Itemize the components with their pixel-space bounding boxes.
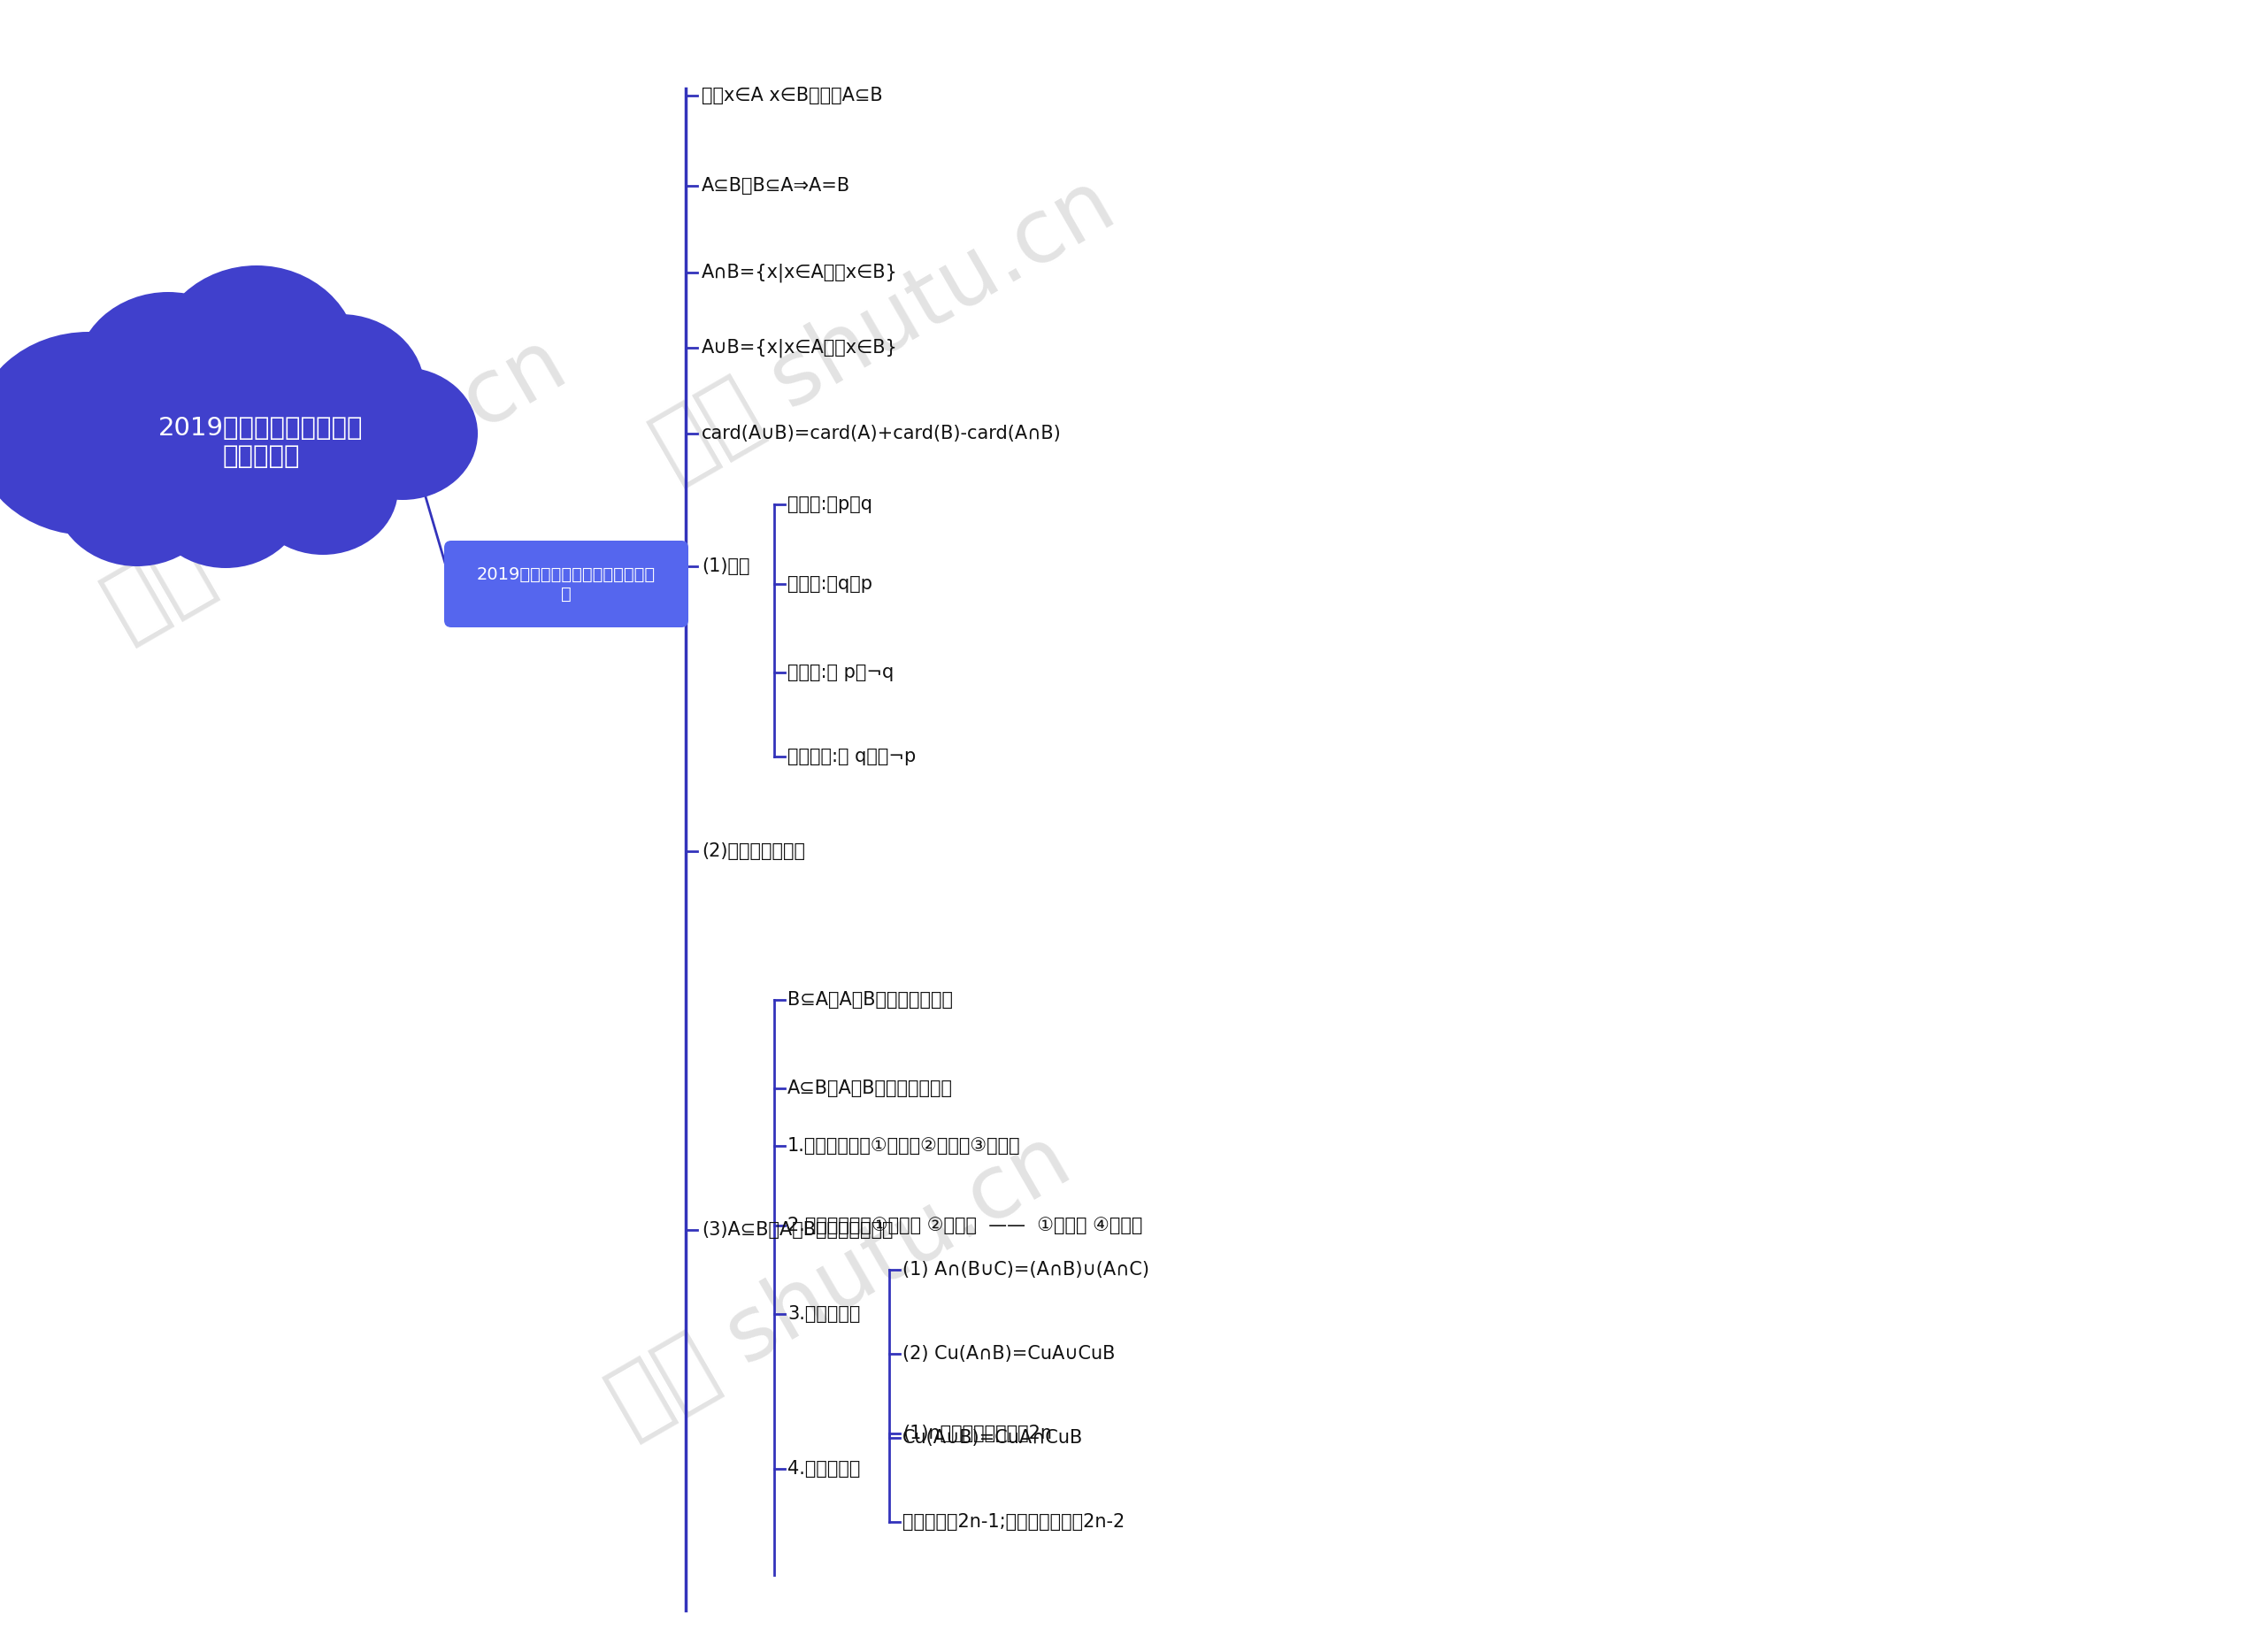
Text: 任一x∈A x∈B，记作A⊆B: 任一x∈A x∈B，记作A⊆B	[702, 86, 883, 104]
Text: 树图 shutu.cn: 树图 shutu.cn	[596, 1117, 1085, 1449]
Ellipse shape	[256, 314, 426, 464]
Text: 树图 shutu.cn: 树图 shutu.cn	[91, 320, 582, 653]
Ellipse shape	[145, 426, 306, 568]
Ellipse shape	[0, 332, 204, 535]
Text: 逆否命题:若 q，则¬p: 逆否命题:若 q，则¬p	[788, 748, 915, 765]
Ellipse shape	[247, 421, 399, 555]
Text: 逆命题:若q则p: 逆命题:若q则p	[788, 575, 872, 593]
Text: A∪B={x|x∈A，或x∈B}: A∪B={x|x∈A，或x∈B}	[702, 339, 897, 357]
Text: A∩B={x|x∈A，且x∈B}: A∩B={x|x∈A，且x∈B}	[702, 263, 897, 282]
Text: (2) Cu(A∩B)=CuA∪CuB: (2) Cu(A∩B)=CuA∪CuB	[901, 1345, 1114, 1363]
Text: A⊆B，B⊆A⇒A=B: A⊆B，B⊆A⇒A=B	[702, 177, 849, 195]
Text: (1) A∩(B∪C)=(A∩B)∪(A∩C): (1) A∩(B∪C)=(A∩B)∪(A∩C)	[901, 1260, 1148, 1279]
Ellipse shape	[328, 367, 478, 501]
Ellipse shape	[154, 266, 358, 451]
Text: 树图 shutu.cn: 树图 shutu.cn	[641, 162, 1130, 494]
Ellipse shape	[52, 416, 222, 567]
Text: (1)命题: (1)命题	[702, 557, 750, 575]
Text: 1.集合元素具有①确定性②互异性③无序性: 1.集合元素具有①确定性②互异性③无序性	[788, 1137, 1022, 1155]
Text: A⊆B，A是B成立的充要条件: A⊆B，A是B成立的充要条件	[788, 1079, 954, 1097]
Text: 4.集合的性质: 4.集合的性质	[788, 1460, 861, 1477]
Text: 否命题:若 p则¬q: 否命题:若 p则¬q	[788, 664, 895, 681]
Text: 原命题:若p则q: 原命题:若p则q	[788, 496, 872, 514]
Text: 2019高考数学知识点：简
单逻辑公式: 2019高考数学知识点：简 单逻辑公式	[159, 416, 362, 469]
Text: Cu(A∪B)=CuA∩CuB: Cu(A∪B)=CuA∩CuB	[901, 1429, 1083, 1447]
Text: 2019高考数学知识点：简单逻辑公
式: 2019高考数学知识点：简单逻辑公 式	[478, 567, 655, 601]
Text: 真子集数：2n-1;非空真子集数：2n-2: 真子集数：2n-1;非空真子集数：2n-2	[901, 1513, 1126, 1531]
Text: card(A∪B)=card(A)+card(B)-card(A∩B): card(A∪B)=card(A)+card(B)-card(A∩B)	[702, 425, 1062, 443]
Text: 3.集合的运算: 3.集合的运算	[788, 1305, 861, 1323]
Text: 2.集合表示方法①列举法 ②描述法  ——  ①韦恩图 ④数轴法: 2.集合表示方法①列举法 ②描述法 —— ①韦恩图 ④数轴法	[788, 1216, 1142, 1234]
Text: (3)A⊆B，A是B成立的充分条件: (3)A⊆B，A是B成立的充分条件	[702, 1221, 892, 1239]
FancyBboxPatch shape	[444, 540, 689, 628]
Text: (1)n元集合的子集数：2n: (1)n元集合的子集数：2n	[901, 1424, 1051, 1442]
Ellipse shape	[75, 292, 260, 461]
Text: (2)四种命题的关系: (2)四种命题的关系	[702, 843, 804, 861]
Text: B⊆A，A是B成立的必要条件: B⊆A，A是B成立的必要条件	[788, 991, 954, 1009]
